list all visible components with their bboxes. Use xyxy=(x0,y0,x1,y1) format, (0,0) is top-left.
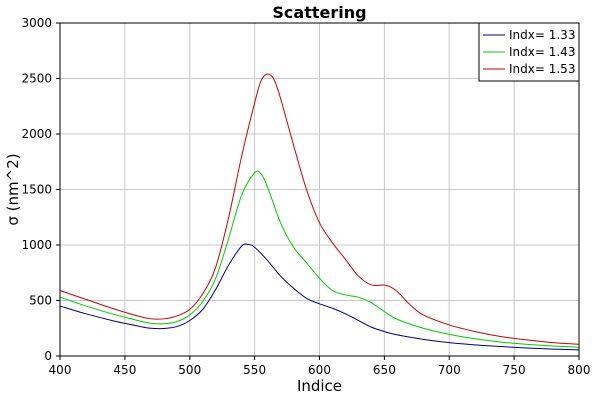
series-layer xyxy=(59,73,580,351)
legend-label-2: Indx= 1.43 xyxy=(509,45,575,59)
series-line-2 xyxy=(59,170,580,348)
series-line-1 xyxy=(59,243,580,351)
x-axis-ticks: 400 450 500 550 600 650 700 750 800 xyxy=(49,356,591,377)
y-tick-label: 1000 xyxy=(21,238,52,252)
x-tick-label: 500 xyxy=(178,363,201,377)
y-tick-label: 500 xyxy=(29,294,52,308)
legend-label-1: Indx= 1.33 xyxy=(509,28,575,42)
y-tick-label: 1500 xyxy=(21,183,52,197)
x-tick-label: 400 xyxy=(49,363,72,377)
legend: Indx= 1.33 Indx= 1.43 Indx= 1.53 xyxy=(478,22,580,82)
y-tick-label: 0 xyxy=(44,349,52,363)
y-axis-title: σ (nm^2) xyxy=(4,153,22,225)
series-line-3 xyxy=(59,73,580,345)
x-tick-label: 650 xyxy=(373,363,396,377)
chart-title: Scattering xyxy=(272,3,366,22)
x-tick-label: 550 xyxy=(243,363,266,377)
x-tick-label: 450 xyxy=(113,363,136,377)
x-tick-label: 600 xyxy=(308,363,331,377)
legend-label-3: Indx= 1.53 xyxy=(509,62,575,76)
x-axis-title: Indice xyxy=(297,377,342,395)
x-tick-label: 800 xyxy=(568,363,591,377)
y-axis-ticks: 0 500 1000 1500 2000 2500 3000 xyxy=(21,16,60,363)
x-tick-label: 750 xyxy=(503,363,526,377)
y-tick-label: 2500 xyxy=(21,72,52,86)
y-tick-label: 2000 xyxy=(21,127,52,141)
y-tick-label: 3000 xyxy=(21,16,52,30)
x-tick-label: 700 xyxy=(438,363,461,377)
